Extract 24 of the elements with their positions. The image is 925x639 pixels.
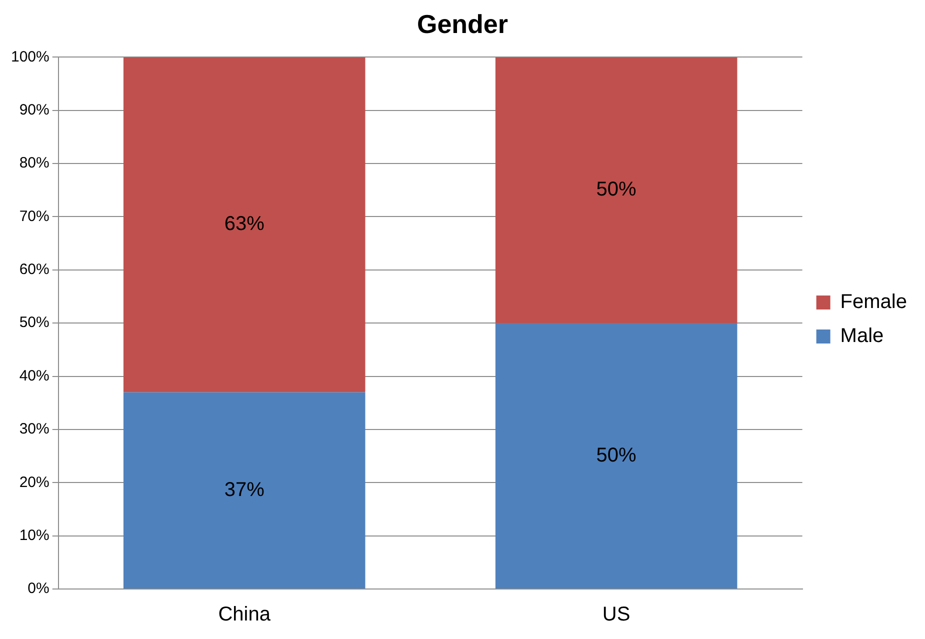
y-tick-label: 100%: [10, 48, 50, 66]
y-tick-label: 50%: [19, 314, 50, 332]
y-tick-label: 30%: [19, 420, 50, 438]
y-tick-label: 10%: [19, 526, 50, 544]
bar: [495, 323, 738, 588]
y-tick-label: 80%: [19, 154, 50, 172]
legend-label: Male: [840, 325, 884, 348]
bar: [123, 392, 366, 588]
y-tick-label: 0%: [28, 580, 50, 598]
legend-label: Female: [840, 291, 908, 314]
x-tick-label: China: [218, 604, 272, 626]
data-label: 50%: [596, 444, 637, 466]
y-tick-label: 90%: [19, 102, 50, 119]
y-tick-label: 20%: [19, 474, 50, 491]
y-tick-label: 40%: [19, 367, 50, 384]
x-tick-label: US: [602, 604, 630, 626]
bar: [123, 57, 366, 392]
y-tick-label: 60%: [19, 261, 50, 278]
data-label: 37%: [224, 478, 265, 501]
bar: [495, 57, 738, 324]
y-tick-label: 70%: [19, 208, 50, 225]
data-label: 50%: [596, 178, 637, 201]
data-label: 63%: [224, 213, 265, 236]
chart-title: Gender: [416, 8, 508, 39]
